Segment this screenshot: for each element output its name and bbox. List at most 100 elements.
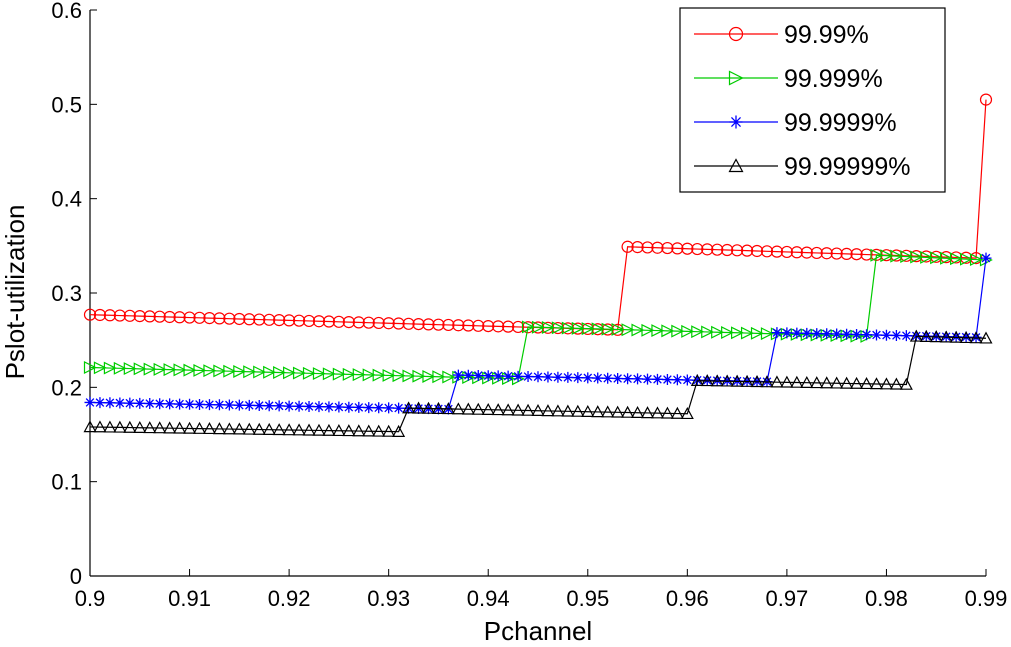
data-point bbox=[611, 322, 625, 336]
data-point bbox=[292, 314, 306, 327]
data-point bbox=[262, 422, 276, 435]
data-point bbox=[861, 329, 873, 341]
data-point bbox=[601, 322, 615, 336]
data-point bbox=[103, 309, 117, 322]
data-point bbox=[293, 400, 305, 412]
data-point bbox=[451, 402, 465, 415]
data-point bbox=[362, 368, 376, 382]
data-point bbox=[203, 399, 215, 411]
data-point bbox=[710, 374, 724, 387]
data-point bbox=[562, 371, 574, 383]
data-point bbox=[880, 329, 892, 341]
data-point bbox=[631, 323, 645, 337]
data-point bbox=[860, 248, 873, 261]
data-point bbox=[164, 398, 176, 410]
legend-item: 99.999% bbox=[694, 65, 883, 93]
data-point bbox=[781, 327, 793, 339]
data-point bbox=[831, 328, 843, 340]
data-point bbox=[83, 308, 97, 321]
data-point bbox=[870, 248, 884, 262]
data-point bbox=[393, 402, 405, 414]
data-point bbox=[522, 371, 534, 383]
data-point bbox=[313, 401, 325, 413]
data-point bbox=[273, 314, 286, 327]
data-point bbox=[203, 312, 216, 325]
data-point bbox=[144, 398, 156, 410]
data-point bbox=[840, 247, 853, 260]
data-point bbox=[114, 397, 126, 409]
data-point bbox=[212, 422, 226, 435]
data-point bbox=[720, 374, 734, 387]
data-point bbox=[352, 424, 366, 437]
data-point bbox=[841, 328, 853, 340]
data-point bbox=[193, 421, 207, 434]
data-point bbox=[940, 251, 954, 265]
x-tick-label: 0.93 bbox=[367, 586, 410, 611]
legend-box bbox=[679, 7, 946, 193]
data-point bbox=[531, 403, 545, 416]
data-point bbox=[820, 376, 834, 389]
data-point bbox=[292, 366, 306, 380]
y-tick-label: 0.1 bbox=[51, 470, 82, 495]
data-point bbox=[611, 405, 625, 418]
data-point bbox=[760, 375, 774, 388]
x-tick-label: 0.92 bbox=[268, 586, 311, 611]
x-tick-label: 0.91 bbox=[168, 586, 211, 611]
data-point bbox=[889, 377, 903, 390]
series-3 bbox=[84, 252, 992, 415]
data-point bbox=[383, 402, 395, 414]
data-point bbox=[153, 310, 166, 323]
data-point bbox=[342, 367, 356, 381]
x-tick-label: 0.99 bbox=[965, 586, 1008, 611]
series-line bbox=[89, 335, 987, 433]
data-point bbox=[642, 373, 654, 385]
data-point bbox=[481, 402, 495, 415]
x-tick-label: 0.97 bbox=[765, 586, 808, 611]
data-point bbox=[880, 249, 894, 263]
data-point bbox=[711, 325, 725, 339]
data-point bbox=[133, 310, 146, 323]
data-point bbox=[661, 374, 673, 386]
series-4 bbox=[83, 329, 993, 437]
data-point bbox=[950, 252, 963, 266]
legend-marker bbox=[728, 70, 744, 86]
data-point bbox=[143, 362, 157, 376]
data-point bbox=[462, 319, 475, 332]
data-point bbox=[272, 423, 286, 436]
data-point bbox=[650, 406, 664, 419]
data-point bbox=[760, 245, 774, 258]
data-point bbox=[392, 317, 405, 330]
data-point bbox=[641, 323, 655, 337]
data-point bbox=[651, 373, 663, 385]
data-point bbox=[661, 241, 674, 255]
data-point bbox=[979, 93, 993, 106]
data-point bbox=[472, 319, 485, 332]
data-point bbox=[352, 368, 366, 382]
data-point bbox=[939, 330, 953, 343]
data-point bbox=[452, 369, 464, 381]
data-point bbox=[233, 365, 247, 378]
data-point bbox=[143, 421, 157, 434]
data-point bbox=[899, 377, 913, 390]
data-point bbox=[372, 316, 385, 330]
data-point bbox=[969, 253, 983, 267]
data-point bbox=[602, 372, 614, 384]
data-point bbox=[910, 250, 924, 264]
data-point bbox=[233, 399, 245, 411]
data-point bbox=[701, 243, 714, 256]
series-2 bbox=[83, 248, 993, 386]
data-point bbox=[223, 364, 237, 378]
data-point bbox=[303, 400, 315, 412]
legend-marker bbox=[729, 115, 743, 129]
data-point bbox=[632, 373, 644, 385]
data-point bbox=[124, 397, 136, 409]
data-point bbox=[959, 330, 973, 344]
data-point bbox=[581, 322, 595, 336]
data-point bbox=[582, 372, 594, 384]
data-point bbox=[412, 369, 426, 383]
data-point bbox=[780, 375, 794, 388]
legend-item: 99.99% bbox=[694, 21, 869, 49]
data-point bbox=[800, 246, 813, 259]
series-layer bbox=[83, 93, 993, 437]
data-point bbox=[731, 326, 744, 340]
